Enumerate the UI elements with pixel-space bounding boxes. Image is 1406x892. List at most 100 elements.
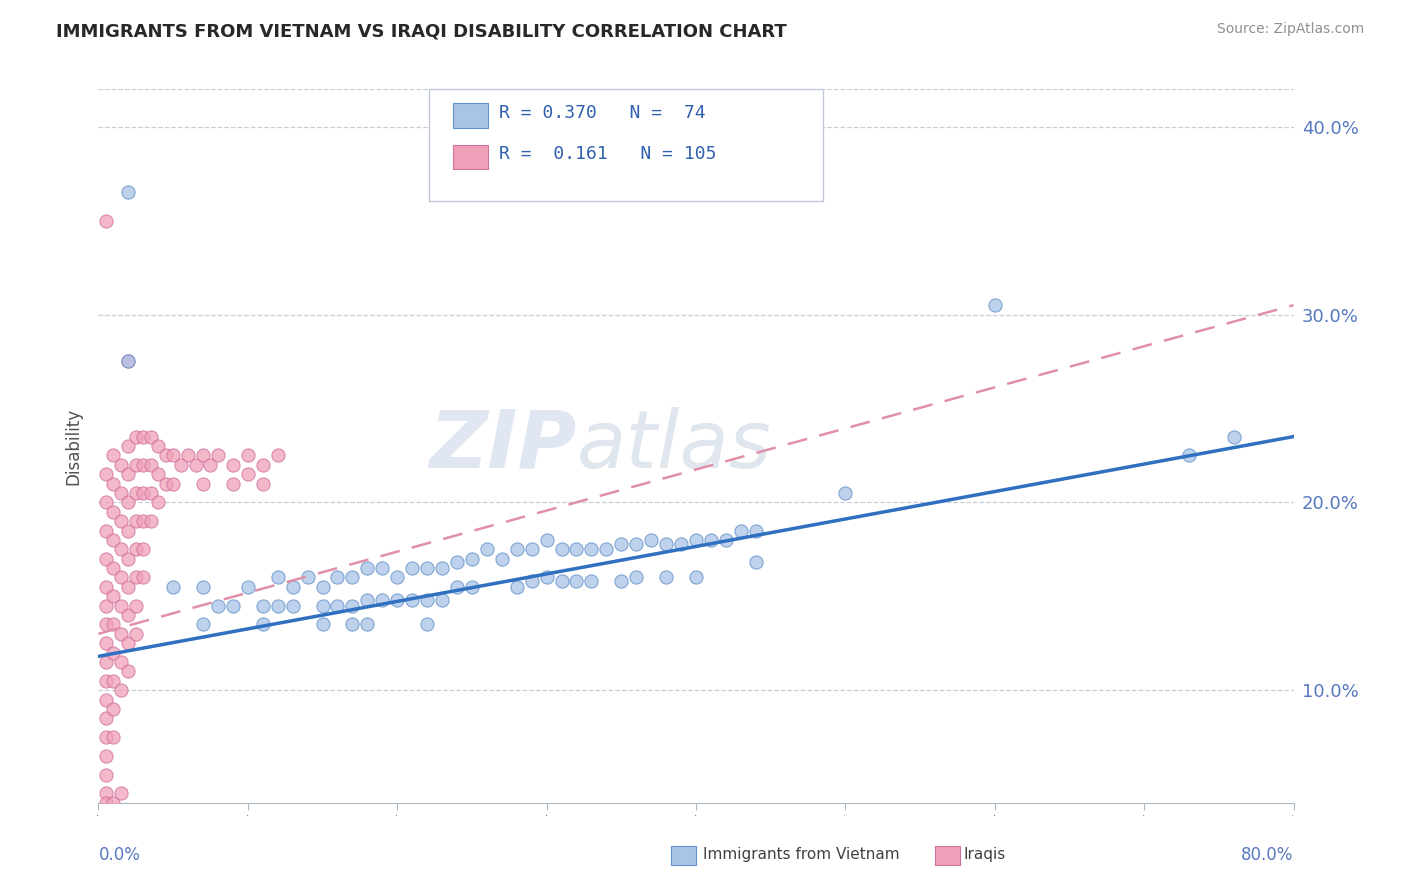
Point — [356, 617, 378, 632]
Point — [326, 599, 349, 613]
Point — [110, 786, 132, 800]
Point — [311, 617, 333, 632]
Point — [342, 617, 364, 632]
Point — [94, 767, 117, 781]
Point — [117, 665, 139, 679]
Point — [550, 542, 572, 557]
Point — [252, 617, 274, 632]
Point — [342, 599, 364, 613]
Point — [267, 449, 290, 463]
Point — [125, 486, 148, 500]
Point — [103, 533, 125, 547]
Point — [117, 580, 139, 594]
Point — [430, 561, 453, 575]
Point — [125, 542, 148, 557]
Point — [356, 593, 378, 607]
Point — [191, 580, 214, 594]
Point — [745, 556, 768, 570]
Point — [461, 580, 484, 594]
Point — [139, 514, 162, 528]
Point — [1223, 429, 1246, 443]
Point — [565, 542, 588, 557]
Text: Immigrants from Vietnam: Immigrants from Vietnam — [703, 847, 900, 862]
Point — [117, 467, 139, 482]
Point — [155, 476, 177, 491]
Point — [745, 524, 768, 538]
Text: 0.0%: 0.0% — [98, 846, 141, 863]
Point — [1178, 449, 1201, 463]
Point — [110, 627, 132, 641]
Point — [475, 542, 498, 557]
Point — [94, 580, 117, 594]
Point — [94, 551, 117, 566]
Point — [984, 298, 1007, 312]
Point — [110, 599, 132, 613]
Point — [401, 593, 423, 607]
Point — [103, 449, 125, 463]
Point — [132, 458, 155, 472]
Text: Source: ZipAtlas.com: Source: ZipAtlas.com — [1216, 22, 1364, 37]
Point — [125, 514, 148, 528]
Point — [191, 476, 214, 491]
Point — [103, 476, 125, 491]
Point — [416, 561, 439, 575]
Point — [132, 542, 155, 557]
Point — [94, 711, 117, 725]
Point — [236, 580, 259, 594]
Point — [191, 617, 214, 632]
Point — [94, 495, 117, 509]
Text: R = 0.370   N =  74: R = 0.370 N = 74 — [499, 104, 706, 122]
Point — [117, 354, 139, 368]
Point — [342, 570, 364, 584]
Point — [236, 449, 259, 463]
Text: Iraqis: Iraqis — [963, 847, 1005, 862]
Point — [117, 439, 139, 453]
Point — [595, 542, 617, 557]
Text: ZIP: ZIP — [429, 407, 576, 485]
Point — [506, 580, 529, 594]
Point — [640, 533, 662, 547]
Point — [94, 636, 117, 650]
Text: atlas: atlas — [576, 407, 772, 485]
Point — [125, 570, 148, 584]
Point — [222, 458, 245, 472]
Point — [685, 533, 707, 547]
Point — [103, 505, 125, 519]
Point — [506, 542, 529, 557]
Point — [252, 458, 274, 472]
Point — [207, 449, 229, 463]
Point — [103, 702, 125, 716]
Point — [94, 524, 117, 538]
Point — [207, 599, 229, 613]
Point — [110, 458, 132, 472]
Point — [281, 580, 304, 594]
Point — [139, 458, 162, 472]
Point — [401, 561, 423, 575]
Point — [371, 561, 394, 575]
Point — [148, 495, 170, 509]
Point — [326, 570, 349, 584]
Point — [281, 599, 304, 613]
Point — [550, 574, 572, 589]
Point — [252, 476, 274, 491]
Point — [730, 524, 752, 538]
Point — [94, 730, 117, 744]
Point — [565, 574, 588, 589]
Point — [536, 570, 558, 584]
Point — [446, 580, 468, 594]
Point — [416, 593, 439, 607]
Point — [626, 570, 648, 584]
Point — [139, 486, 162, 500]
Point — [94, 617, 117, 632]
Point — [669, 536, 692, 550]
Point — [148, 439, 170, 453]
Point — [700, 533, 723, 547]
Point — [132, 514, 155, 528]
Point — [446, 556, 468, 570]
Point — [148, 467, 170, 482]
Point — [132, 570, 155, 584]
Point — [267, 570, 290, 584]
Point — [610, 574, 633, 589]
Point — [110, 570, 132, 584]
Point — [162, 580, 184, 594]
